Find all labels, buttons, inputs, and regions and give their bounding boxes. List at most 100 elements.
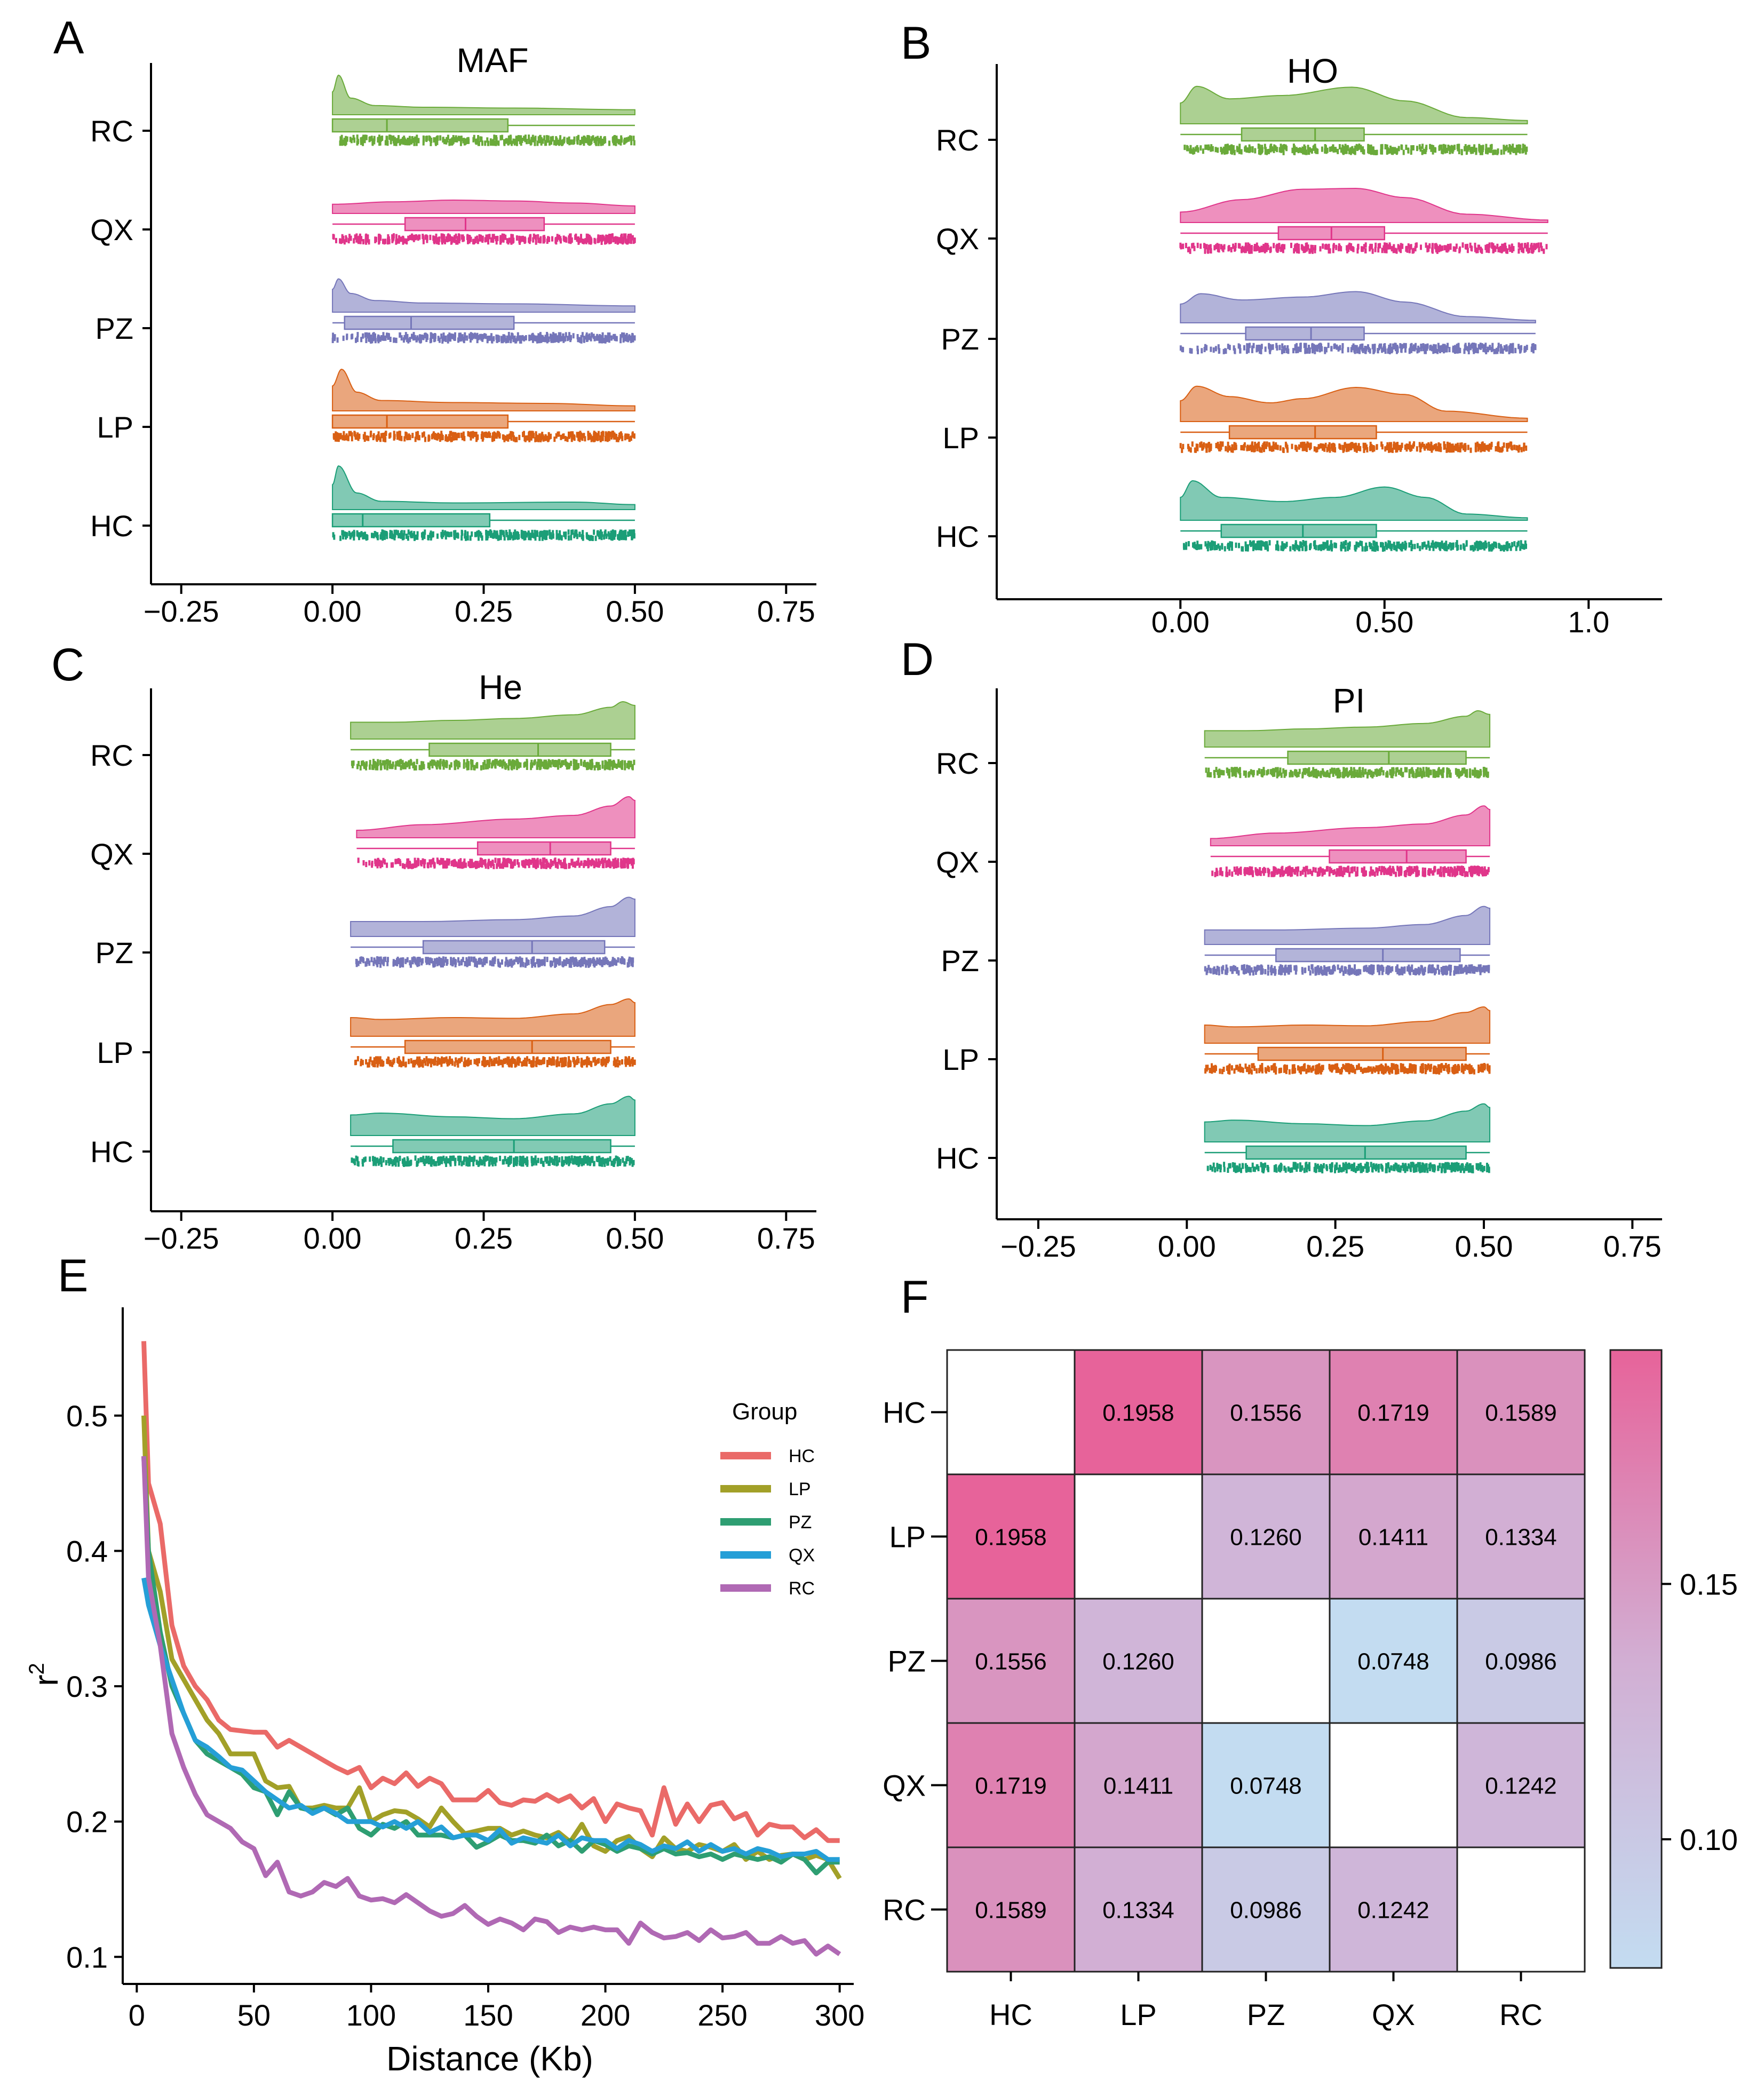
panel-a-y-tick-label-hc: HC <box>90 509 133 543</box>
heatmap-cell-label: 0.1260 <box>1102 1649 1174 1675</box>
panel-e-ylabel: r2 <box>25 1663 65 1686</box>
panel-d-box-pz <box>1275 948 1461 963</box>
heatmap-cell-label: 0.1242 <box>1485 1773 1557 1799</box>
heatmap-cell-label: 0.1958 <box>1102 1400 1174 1426</box>
panel-a-rain-points-lp <box>332 431 635 442</box>
panel-a-y-tick-label-pz: PZ <box>95 312 133 345</box>
panel-a-plot: −0.25 0.00 0.25 0.50 0.75 RC QX PZ LP HC <box>90 63 816 628</box>
panel-d-density-hc <box>1204 1103 1491 1142</box>
heatmap-cell-label: 0.1334 <box>1485 1525 1557 1551</box>
heatmap-cell-label: 0.1411 <box>1358 1525 1428 1551</box>
panel-b-title: HO <box>1287 52 1338 90</box>
panel-a-rain-points-rc <box>339 134 635 146</box>
panel-c-rain-points-rc <box>351 759 635 771</box>
panel-b-rain-points-pz <box>1179 343 1537 354</box>
heatmap-cell-label: 0.0748 <box>1357 1649 1429 1675</box>
panel-e-y-tick-label: 0.1 <box>66 1940 108 1974</box>
legend-label-pz: PZ <box>789 1512 812 1533</box>
panel-b-y-tick-label-pz: PZ <box>941 322 979 356</box>
panel-c-y-tick-label-rc: RC <box>90 739 133 772</box>
panel-c-plot: −0.25 0.00 0.25 0.50 0.75 RC QX PZ LP HC <box>90 688 816 1255</box>
heatmap-cell-rc-qx <box>1329 1846 1458 1973</box>
heatmap-cell-hc-pz <box>1201 1349 1331 1475</box>
panel-c-rain-points-lp <box>354 1056 636 1068</box>
panel-b-density-hc <box>1180 480 1528 521</box>
heatmap-cell-label: 0.1334 <box>1102 1897 1174 1924</box>
legend-label-qx: QX <box>789 1545 815 1566</box>
heatmap-cell-qx-lp <box>1074 1722 1203 1848</box>
heatmap-cell-qx-qx <box>1329 1722 1458 1848</box>
panel-a-density-qx <box>332 199 635 214</box>
panel-c-x-tick-label: 0.50 <box>606 1221 664 1255</box>
panel-e-ld-decay: 0 50 100 150 200 250 300 0.1 0.2 0.3 0.4 0.5 Distan… <box>25 1307 864 2078</box>
panel-d-box-hc <box>1245 1145 1467 1160</box>
panel-e-ylabel-superscript: 2 <box>25 1663 49 1674</box>
panel-a-box-rc <box>331 118 509 133</box>
panel-d-box-lp <box>1257 1046 1467 1061</box>
panel-d-x-tick-label: −0.25 <box>1000 1229 1076 1263</box>
panel-c-x-tick-label: 0.25 <box>455 1221 513 1255</box>
panel-a-density-lp <box>332 368 635 411</box>
panel-a-box-qx <box>404 217 545 232</box>
heatmap-cell-label: 0.1556 <box>1230 1400 1302 1426</box>
panel-c-density-qx <box>356 796 635 838</box>
panel-d-y-tick-label-qx: QX <box>936 845 979 879</box>
series-line-hc <box>141 1341 840 1843</box>
heatmap-cell-lp-hc <box>946 1473 1076 1600</box>
panel-e-x-tick-label: 150 <box>463 1998 513 2032</box>
panel-c-x-tick-label: 0.00 <box>304 1221 362 1255</box>
panel-d-y-tick-label-lp: LP <box>943 1043 980 1076</box>
panel-d-pi: PI −0.25 0.00 0.25 0.50 0.75 RC QX PZ LP HC <box>936 681 1662 1263</box>
panel-f-heatmap: 0.1958 0.1556 0.1719 0.1589 0.1958 0.1260 0.14… <box>883 1349 1738 2031</box>
panel-c-y-tick-label-qx: QX <box>90 837 133 871</box>
panel-c-density-pz <box>350 896 635 937</box>
panel-e-x-tick-label: 50 <box>237 1998 271 2032</box>
panel-e-x-tick-label: 250 <box>697 1998 747 2032</box>
panel-a-x-tick-label: 0.25 <box>455 594 513 628</box>
panel-b-y-tick-label-rc: RC <box>936 123 979 157</box>
panel-b-y-tick-label-lp: LP <box>943 421 980 455</box>
panel-a-y-tick-label-qx: QX <box>90 213 133 247</box>
panel-b-rain-points-rc <box>1183 144 1528 155</box>
panel-b-rain-points-lp <box>1179 441 1528 453</box>
panel-b-ho: HO 0.00 0.50 1.0 RC QX PZ LP HC <box>936 52 1662 639</box>
panel-b-density-pz <box>1180 291 1536 323</box>
panel-a-box-hc <box>331 513 491 528</box>
heatmap-cell-rc-pz <box>1201 1846 1331 1973</box>
panel-a-box-lp <box>331 414 509 429</box>
panel-c-x-tick-label: 0.75 <box>757 1221 815 1255</box>
panel-a-density-hc <box>332 465 635 510</box>
panel-c-density-rc <box>350 701 635 740</box>
heatmap-cell-pz-qx <box>1329 1598 1458 1724</box>
series-line-qx <box>141 1577 840 1862</box>
panel-d-x-tick-label: 0.50 <box>1455 1229 1513 1263</box>
heatmap-row-label-qx: QX <box>883 1769 926 1803</box>
legend-items: HC LP PZ QX RC <box>720 1446 815 1599</box>
panel-d-y-tick-label-hc: HC <box>936 1141 979 1175</box>
panel-c-rain-points-pz <box>355 956 634 968</box>
panel-a-rain-points-pz <box>331 332 636 344</box>
panel-d-density-qx <box>1210 805 1491 846</box>
legend-label-hc: HC <box>789 1446 815 1466</box>
panel-c-rain-points-hc <box>351 1155 635 1167</box>
panel-a-y-tick-label-rc: RC <box>90 114 133 148</box>
heatmap-cell-label: 0.1589 <box>975 1897 1047 1924</box>
panel-d-density-lp <box>1204 1006 1491 1044</box>
heatmap-cell-label: 0.1411 <box>1103 1773 1173 1799</box>
heatmap-col-label-pz: PZ <box>1247 1998 1285 2031</box>
panel-a-density-rc <box>332 74 635 115</box>
legend-label-lp: LP <box>789 1479 811 1499</box>
panel-b-x-tick-label: 0.00 <box>1151 605 1210 639</box>
heatmap-cell-label: 0.1242 <box>1357 1897 1429 1924</box>
heatmap-row-label-rc: RC <box>883 1893 926 1927</box>
panel-d-y-tick-label-rc: RC <box>936 747 979 780</box>
colorbar-tick-label: 0.10 <box>1680 1823 1738 1856</box>
panel-a-title: MAF <box>456 41 528 80</box>
heatmap-cell-label: 0.1556 <box>975 1649 1047 1675</box>
panel-a-x-tick-label: −0.25 <box>144 594 219 628</box>
heatmap-cell-label: 0.0986 <box>1485 1649 1557 1675</box>
panel-b-box-hc <box>1220 523 1377 538</box>
panel-e-ylabel-main: r <box>27 1674 65 1686</box>
panel-b-density-rc <box>1180 85 1528 124</box>
